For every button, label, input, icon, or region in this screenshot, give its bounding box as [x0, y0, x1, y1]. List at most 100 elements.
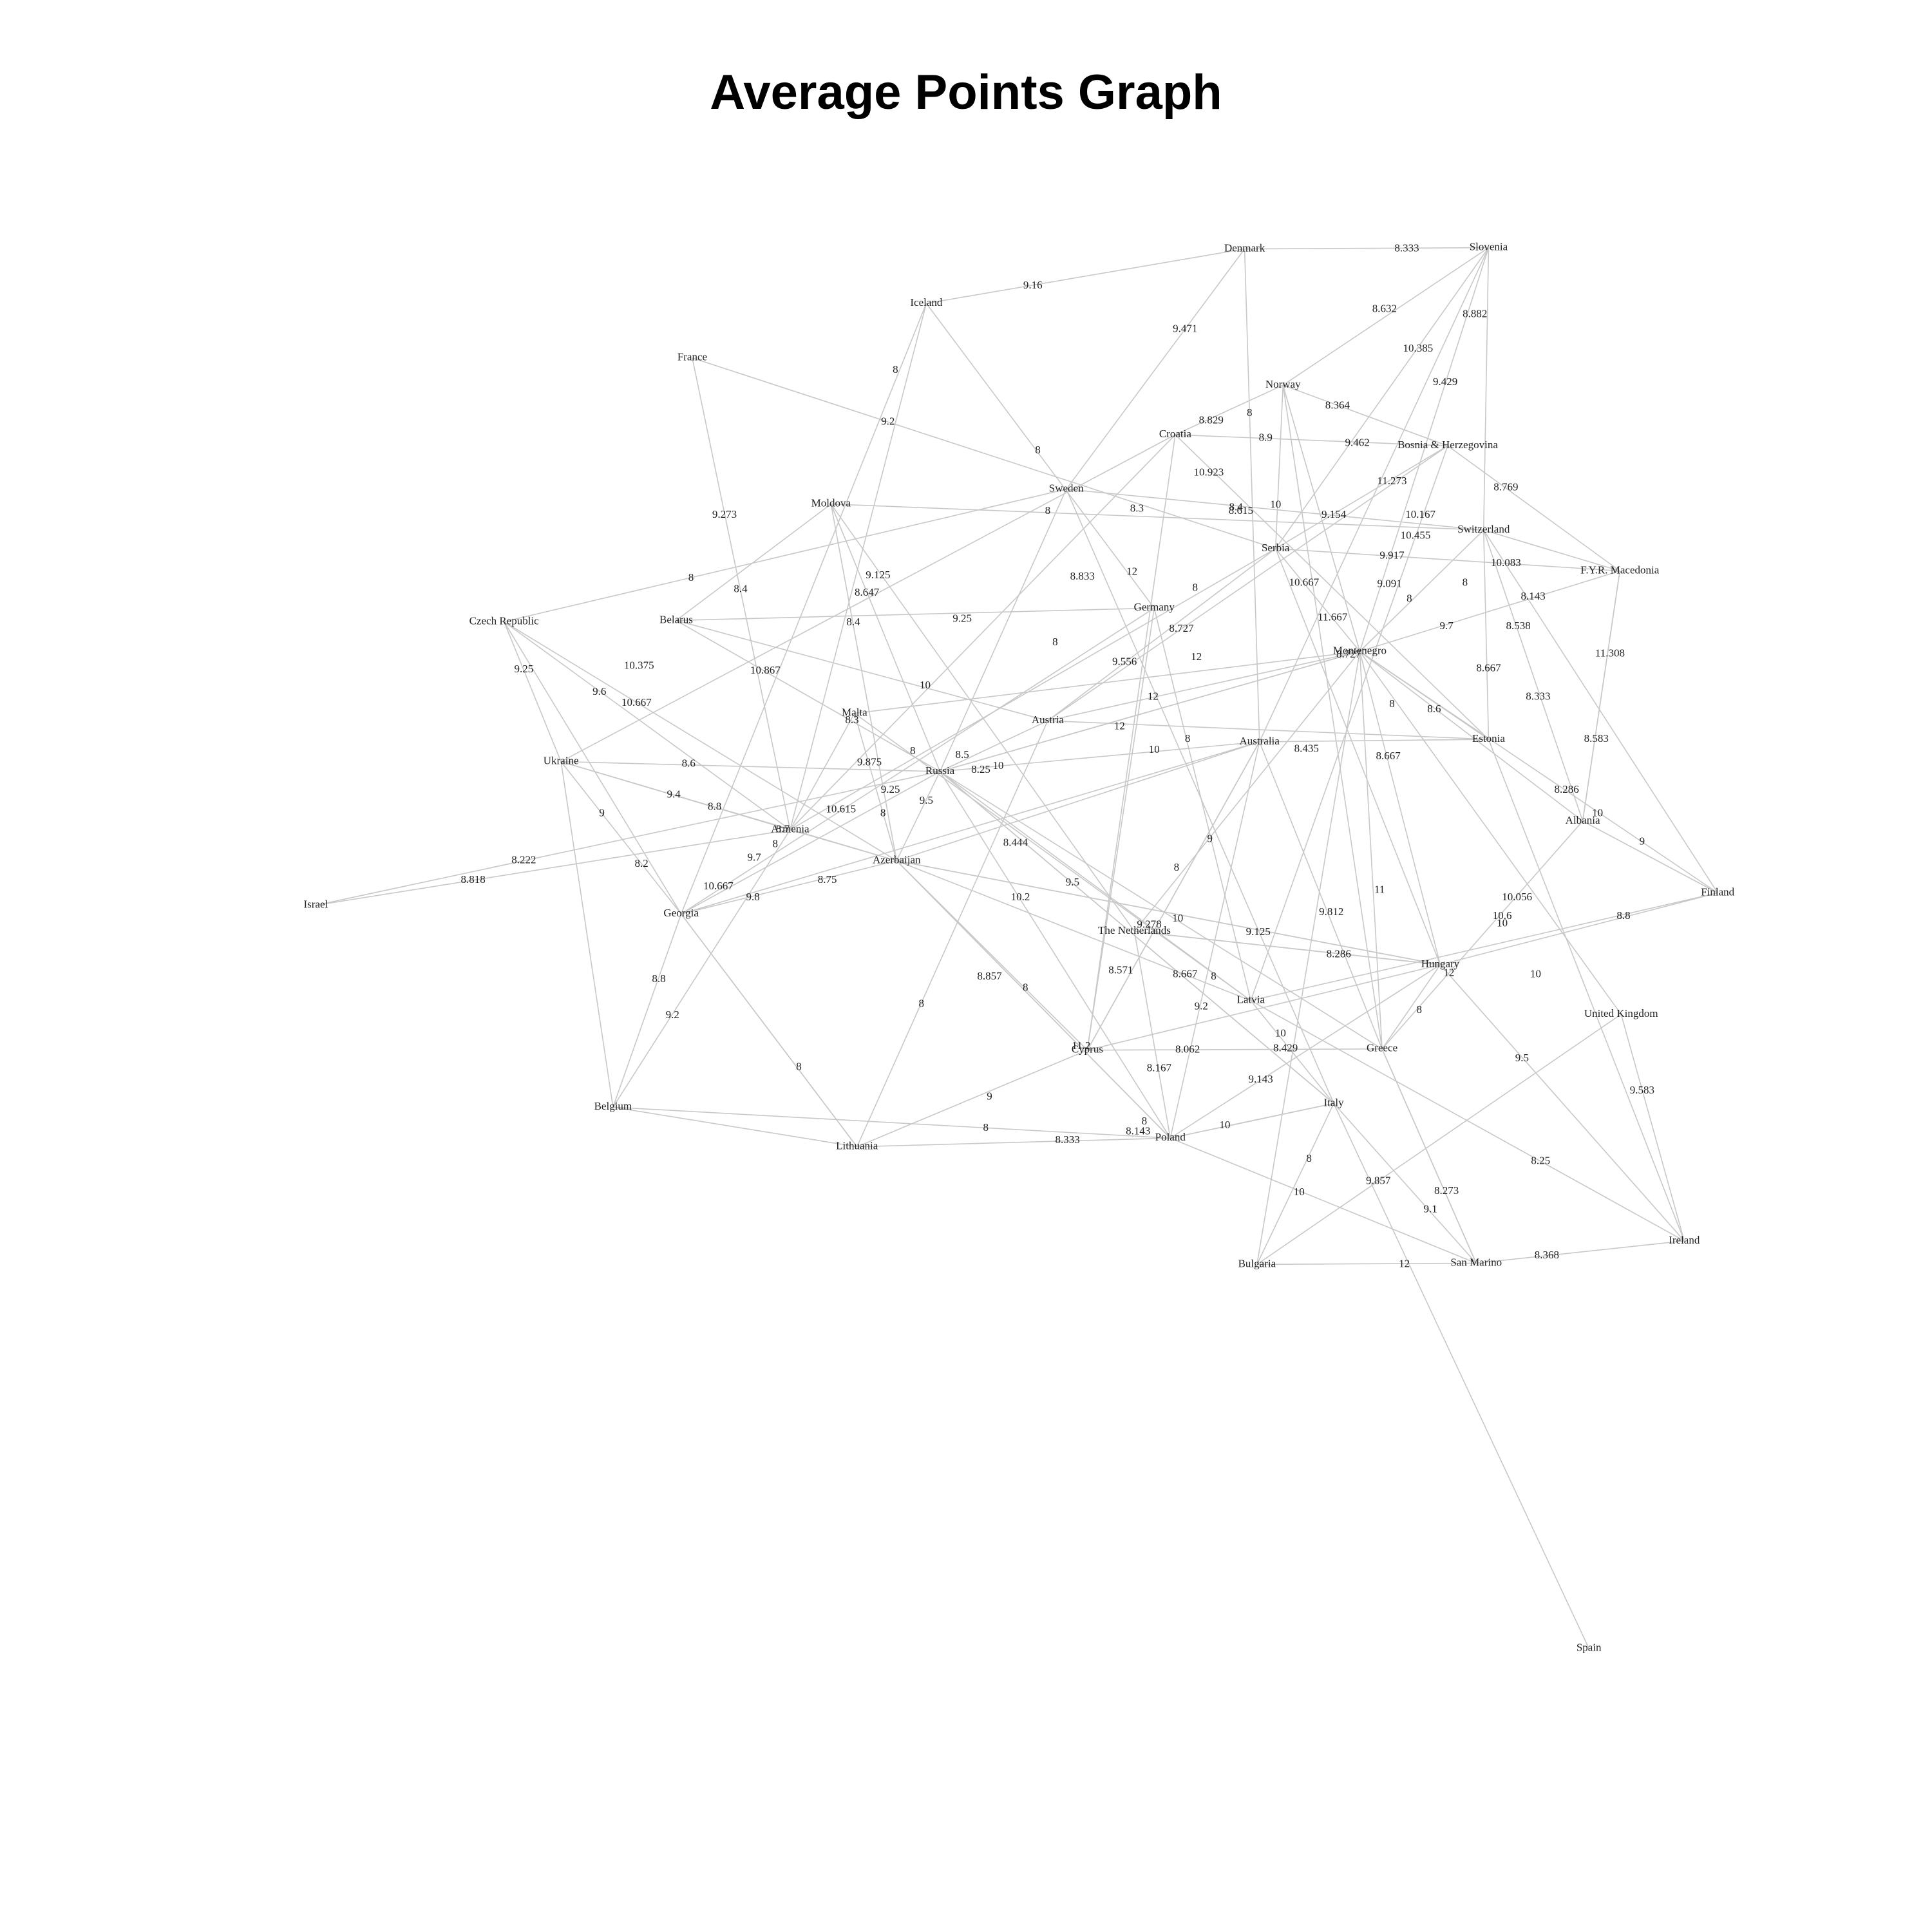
graph-edge — [1439, 964, 1685, 1242]
country-node: Slovenia — [1470, 241, 1508, 253]
edge-weight-label: 11.273 — [1377, 475, 1406, 487]
country-node: France — [677, 351, 707, 363]
edge-weight-label: 11.308 — [1595, 647, 1625, 659]
graph-edge — [1282, 247, 1489, 386]
edge-weight-label: 8.857 — [977, 970, 1002, 982]
graph-edge — [1483, 529, 1718, 893]
country-node: Czech Republic — [469, 614, 540, 627]
graph-edge — [940, 771, 1251, 1001]
edge-weight-label: 8.632 — [1372, 303, 1397, 315]
graph-edge — [1047, 445, 1448, 721]
edge-weight-label: 8 — [1045, 504, 1051, 516]
country-node: Malta — [842, 706, 867, 719]
country-node: Israel — [303, 898, 328, 911]
graph-edge — [857, 1137, 1171, 1148]
edge-weight-label: 8 — [688, 571, 694, 583]
graph-edge — [676, 607, 1155, 621]
graph-edge — [681, 860, 897, 914]
edge-weight-label: 8.5 — [956, 748, 969, 761]
graph-edge — [1359, 650, 1584, 822]
graph-edge — [1333, 1103, 1477, 1264]
graph-edge — [1086, 741, 1260, 1051]
graph-edge — [1359, 529, 1484, 652]
graph-edge — [1582, 571, 1621, 822]
country-node: San Marino — [1450, 1256, 1502, 1268]
graph-edge — [1275, 548, 1361, 652]
graph-edge — [940, 741, 1260, 772]
graph-edge — [1244, 247, 1489, 250]
edge-weight-label: 9.278 — [1137, 918, 1161, 930]
edge-weight-label: 9 — [599, 806, 605, 819]
edge-weight-label: 9.429 — [1433, 375, 1457, 388]
graph-edge — [1482, 529, 1584, 822]
edge-weight-label: 10 — [1294, 1186, 1305, 1198]
graph-edge — [1066, 249, 1245, 490]
country-node: Iceland — [910, 296, 943, 308]
edge-weight-label: 8.818 — [460, 873, 485, 886]
graph-edge — [1359, 651, 1622, 1015]
graph-edge — [790, 548, 1276, 831]
country-node: Moldova — [811, 497, 851, 509]
edge-weight-label: 10.083 — [1491, 556, 1521, 569]
graph-edge — [1086, 608, 1155, 1050]
edge-weight-label: 12 — [1114, 720, 1125, 732]
graph-edge — [1170, 964, 1441, 1139]
edge-label-layer: 8.333 9.16 9.471 8.632 8.882 10.385 9.429 8 8 9.2… — [460, 242, 1654, 1269]
country-node: Lithuania — [836, 1140, 878, 1152]
edge-weight-label: 8.4 — [734, 582, 748, 594]
country-node: The Netherlands — [1098, 924, 1171, 936]
edge-weight-label: 12 — [1126, 565, 1137, 577]
graph-edge — [896, 741, 1260, 862]
edge-weight-label: 9.7 — [1439, 620, 1454, 632]
graph-edge — [1359, 247, 1490, 652]
graph-edge — [1440, 892, 1718, 965]
country-node: Belgium — [594, 1100, 632, 1112]
country-node: Sweden — [1049, 482, 1084, 494]
edge-weight-label: 9.25 — [881, 783, 900, 795]
graph-edge — [504, 621, 897, 862]
edge-weight-label: 8.727 — [1169, 622, 1194, 634]
graph-edge — [1134, 931, 1441, 965]
country-node: Denmark — [1224, 242, 1265, 254]
graph-edge — [1086, 434, 1176, 1050]
edge-weight-label: 9 — [1208, 833, 1213, 845]
edge-weight-label: 11 — [1374, 884, 1385, 896]
edge-weight-label: 10 — [1270, 498, 1281, 510]
edge-weight-label: 10.667 — [621, 696, 652, 708]
edge-weight-label: 9.556 — [1112, 656, 1137, 668]
graph-edge — [940, 771, 1383, 1050]
edge-weight-label: 8.571 — [1108, 964, 1133, 976]
edge-weight-label: 8.583 — [1584, 732, 1609, 744]
graph-edge — [1170, 1103, 1334, 1139]
edge-weight-label: 9.812 — [1319, 905, 1343, 918]
edge-weight-label: 10 — [1172, 912, 1183, 924]
edge-weight-label: 10.455 — [1401, 529, 1431, 542]
edge-weight-label: 8.882 — [1463, 307, 1487, 319]
edge-weight-label: 8.667 — [1476, 661, 1501, 674]
graph-edge — [1275, 548, 1620, 572]
graph-edge — [612, 829, 791, 1108]
country-node: Bulgaria — [1238, 1257, 1276, 1269]
edge-weight-label: 10.615 — [826, 803, 856, 815]
graph-edge — [1133, 650, 1361, 932]
edge-weight-label: 9.471 — [1173, 322, 1197, 334]
country-node: Hungary — [1421, 958, 1460, 970]
edge-weight-label: 8 — [1306, 1152, 1312, 1164]
edge-weight-label: 8.273 — [1434, 1184, 1459, 1197]
edge-weight-label: 10.923 — [1193, 466, 1224, 478]
graph-edge — [790, 434, 1176, 830]
country-node: Croatia — [1159, 428, 1191, 440]
graph-edge — [1250, 446, 1448, 1001]
graph-edge — [1047, 650, 1360, 721]
edge-weight-label: 9.917 — [1379, 549, 1405, 561]
graph-edge — [681, 607, 1155, 914]
edge-weight-label: 8 — [1174, 861, 1180, 873]
edge-weight-label: 10 — [1592, 806, 1603, 819]
edge-weight-label: 8 — [1192, 581, 1198, 593]
edge-weight-label: 9.5 — [1066, 876, 1079, 888]
edge-weight-label: 10 — [1219, 1119, 1230, 1131]
edge-weight-label: 8.333 — [1526, 690, 1550, 703]
edge-weight-label: 8.8 — [652, 972, 665, 985]
graph-edge — [560, 761, 614, 1108]
graph-edge — [939, 771, 1171, 1139]
